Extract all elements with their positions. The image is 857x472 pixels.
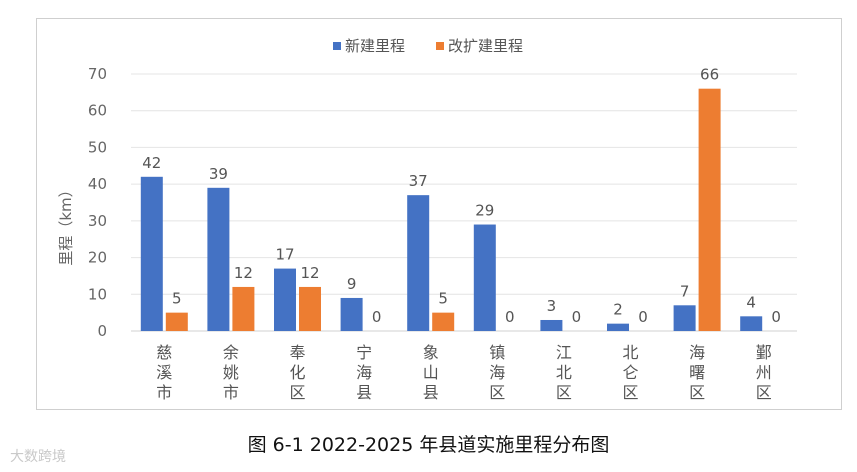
data-label: 0 <box>505 308 515 326</box>
data-label: 5 <box>172 290 182 308</box>
bar <box>673 305 696 331</box>
data-label: 2 <box>613 301 623 319</box>
y-axis-ticks: 0 10 20 30 40 50 60 70 <box>88 65 107 340</box>
bar <box>340 297 363 331</box>
category-label: 区 <box>622 383 638 402</box>
data-label: 0 <box>372 308 382 326</box>
data-label: 37 <box>409 172 428 190</box>
gridlines <box>131 73 797 332</box>
data-label: 4 <box>746 293 756 311</box>
watermark: 大数跨境 <box>10 449 66 465</box>
y-tick-label: 70 <box>88 65 107 83</box>
category-label: 慈 <box>156 343 172 362</box>
category-label: 区 <box>756 383 772 402</box>
data-label: 0 <box>771 308 781 326</box>
data-label: 0 <box>638 308 648 326</box>
category-label: 区 <box>289 383 305 402</box>
bar <box>232 286 255 331</box>
category-label: 县 <box>423 383 439 402</box>
data-label: 42 <box>142 154 161 172</box>
category-label: 区 <box>489 383 505 402</box>
bar <box>607 323 629 331</box>
y-axis-label: 里程（km） <box>57 182 75 265</box>
bar <box>407 195 430 331</box>
data-label: 0 <box>572 308 582 326</box>
data-label: 17 <box>275 246 294 264</box>
category-label: 市 <box>156 383 172 402</box>
category-label: 海 <box>489 363 505 382</box>
category-label: 县 <box>356 383 372 402</box>
category-label: 海 <box>689 343 705 362</box>
y-tick-label: 0 <box>97 322 107 340</box>
bar <box>207 187 230 331</box>
y-tick-label: 10 <box>88 285 107 303</box>
y-tick-label: 30 <box>88 212 107 230</box>
bar <box>165 312 188 331</box>
category-label: 州 <box>756 363 772 382</box>
bar <box>299 286 321 331</box>
bar <box>698 88 721 331</box>
data-label: 66 <box>700 66 719 84</box>
category-label: 北 <box>556 363 572 382</box>
category-label: 区 <box>689 383 705 402</box>
legend-label: 改扩建里程 <box>448 37 523 55</box>
category-label: 姚 <box>223 363 239 382</box>
category-label: 江 <box>556 343 572 362</box>
category-label: 镇 <box>489 343 505 362</box>
y-tick-label: 60 <box>88 102 107 120</box>
y-tick-label: 50 <box>88 138 107 156</box>
data-label: 5 <box>438 290 448 308</box>
bars <box>140 88 763 331</box>
legend-swatch <box>333 42 341 50</box>
category-label: 北 <box>622 343 638 362</box>
y-tick-label: 40 <box>88 175 107 193</box>
data-label: 3 <box>547 297 557 315</box>
chart-frame: 0 10 20 30 40 50 60 70 42 5 39 12 17 12 9 0 37 5 29 0 3 0 2 0 7… <box>36 18 842 410</box>
category-label: 区 <box>556 383 572 402</box>
category-label: 化 <box>289 363 305 382</box>
category-label: 曙 <box>689 363 705 382</box>
category-label: 仑 <box>622 363 638 382</box>
bar <box>274 268 296 331</box>
data-label: 39 <box>209 165 228 183</box>
data-label: 12 <box>300 264 319 282</box>
data-label: 9 <box>347 275 357 293</box>
category-label: 余 <box>223 343 239 362</box>
bar <box>540 319 563 331</box>
legend-label: 新建里程 <box>345 37 405 55</box>
category-label: 市 <box>223 383 239 402</box>
y-tick-label: 20 <box>88 249 107 267</box>
data-label: 7 <box>680 282 690 300</box>
data-label: 12 <box>234 264 253 282</box>
legend: 新建里程 改扩建里程 <box>333 37 523 55</box>
category-label: 宁 <box>356 343 372 362</box>
category-label: 奉 <box>289 343 305 362</box>
bar <box>473 224 496 331</box>
category-label: 海 <box>356 363 372 382</box>
bar <box>432 312 455 331</box>
category-label: 溪 <box>156 363 172 382</box>
bar <box>140 176 163 331</box>
bar <box>740 316 763 331</box>
category-label: 鄞 <box>756 343 772 362</box>
figure-caption: 图 6-1 2022-2025 年县道实施里程分布图 <box>247 434 610 456</box>
legend-swatch <box>436 42 444 50</box>
category-label: 山 <box>423 363 439 382</box>
data-label: 29 <box>475 202 494 220</box>
category-label: 象 <box>423 343 439 362</box>
